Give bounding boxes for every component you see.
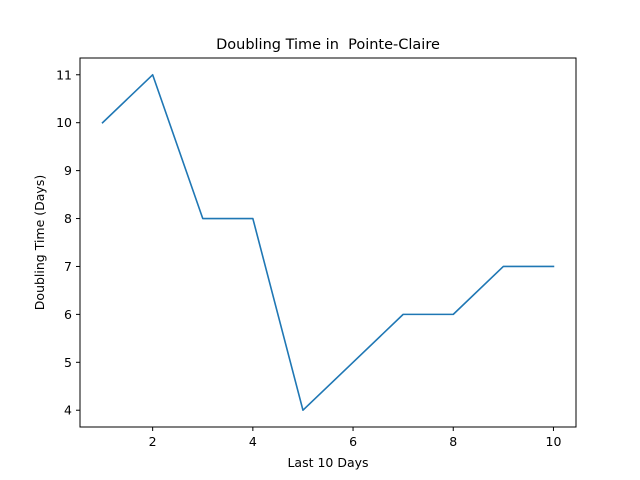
y-tick-label: 7: [64, 259, 72, 274]
series-layer: [101, 73, 555, 412]
x-axis-label: Last 10 Days: [287, 455, 368, 470]
y-tick-label: 11: [56, 67, 72, 82]
x-tick-label: 10: [546, 434, 562, 449]
x-tick-label: 6: [349, 434, 357, 449]
y-tick-label: 10: [56, 115, 72, 130]
y-tick-label: 8: [64, 211, 72, 226]
y-tick-label: 5: [64, 355, 72, 370]
series-line: [101, 73, 555, 412]
x-tick-label: 8: [449, 434, 457, 449]
plot-frame: [79, 57, 577, 428]
y-tick-label: 4: [64, 403, 72, 418]
chart-title: Doubling Time in Pointe-Claire: [216, 37, 440, 53]
x-tick-label: 2: [149, 434, 157, 449]
y-tick-label: 6: [64, 307, 72, 322]
x-tick-label: 4: [249, 434, 257, 449]
y-axis-label: Doubling Time (Days): [32, 175, 47, 310]
ticks: 2 4 6 8 10 4 5 6 7 8 9 10 11: [56, 67, 561, 449]
y-tick-label: 9: [64, 163, 72, 178]
